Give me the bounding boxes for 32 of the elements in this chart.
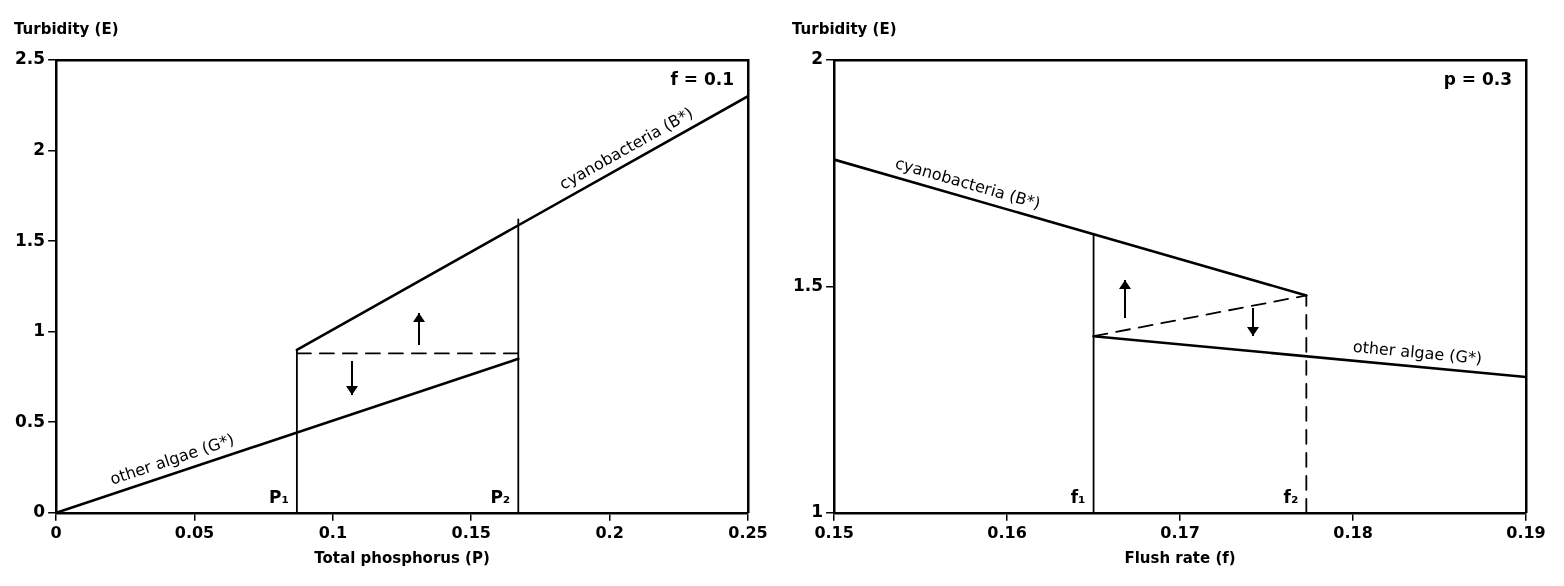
y-tick-label: 2.5 [14, 48, 46, 69]
x-tick-label: 0 [50, 522, 62, 542]
x-tick-label: 0.18 [1333, 522, 1373, 542]
annotation: p = 0.3 [1443, 68, 1512, 89]
x-tick-label: 0.05 [174, 522, 215, 542]
text: other algae (G*) [107, 429, 237, 489]
x-tick-label: 0.1 [318, 522, 348, 542]
y-tick-label: 1.5 [14, 229, 46, 250]
y-tick-label: 1.5 [792, 274, 824, 295]
y-axis-title: Turbidity (E) [792, 20, 897, 39]
annotation: f₂ [1283, 486, 1299, 507]
x-tick-label: 0.15 [814, 522, 854, 542]
x-tick-label: 0.25 [728, 522, 768, 542]
x-tick-label: 0.16 [987, 522, 1027, 542]
text: other algae (G*) [1352, 336, 1483, 368]
x-tick-label: 0.2 [595, 522, 624, 542]
y-tick-label: 0.5 [14, 410, 46, 431]
y-tick-label: 2 [811, 48, 824, 69]
x-axis-title: Flush rate (f) [1124, 548, 1236, 567]
annotation: f = 0.1 [670, 68, 734, 89]
x-tick-label: 0.17 [1160, 522, 1200, 542]
y-tick-label: 1 [33, 320, 46, 341]
annotation: P₂ [490, 486, 511, 507]
annotation: f₁ [1070, 486, 1086, 507]
y-tick-label: 1 [811, 501, 824, 522]
annotation: P₁ [268, 486, 289, 507]
y-tick-label: 2 [33, 138, 46, 159]
y-tick-label: 0 [33, 501, 46, 522]
x-axis-title: Total phosphorus (P) [314, 548, 490, 567]
x-tick-label: 0.19 [1506, 522, 1546, 542]
x-tick-label: 0.15 [451, 522, 491, 542]
y-axis-title: Turbidity (E) [14, 20, 119, 39]
